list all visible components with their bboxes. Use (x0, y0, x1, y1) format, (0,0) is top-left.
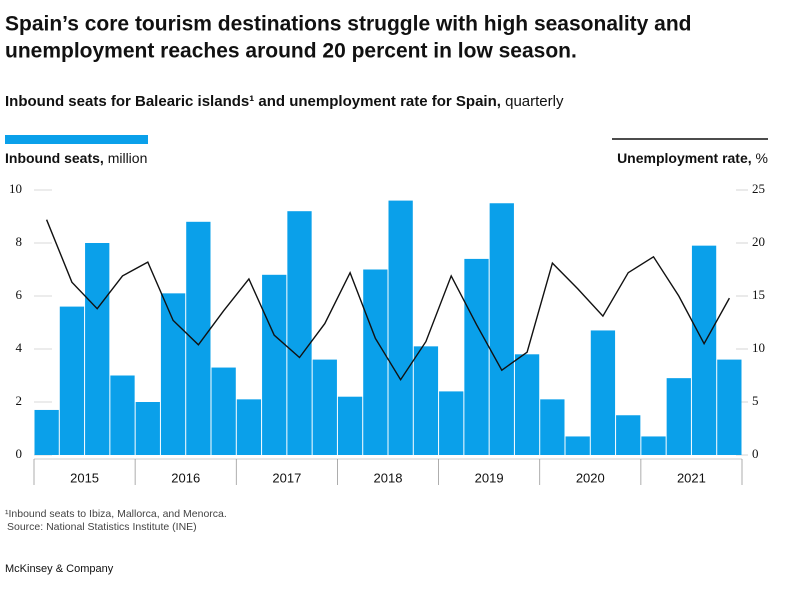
y2-tick-label: 25 (752, 181, 765, 196)
y-tick-label: 0 (16, 446, 23, 461)
bar (641, 436, 666, 455)
y-tick-label: 6 (16, 287, 23, 302)
bar (59, 306, 85, 455)
y-tick-label: 2 (16, 393, 23, 408)
y2-tick-label: 10 (752, 340, 765, 355)
y-tick-label: 8 (16, 234, 23, 249)
bar (85, 243, 110, 455)
legend-swatch (5, 135, 148, 144)
x-tick-label: 2017 (272, 470, 301, 485)
bar (514, 354, 540, 455)
subtitle: Inbound seats for Balearic islands¹ and … (5, 93, 564, 110)
x-tick-label: 2016 (171, 470, 200, 485)
brand: McKinsey & Company (5, 563, 114, 575)
bar (135, 402, 160, 455)
bar (616, 415, 641, 455)
bar (287, 211, 312, 455)
x-tick-label: 2019 (475, 470, 504, 485)
bar (312, 359, 337, 455)
legend-label: Unemployment rate, % (617, 150, 768, 166)
bar (413, 346, 439, 455)
bar (666, 378, 691, 455)
legend-unit: % (756, 150, 768, 166)
bar (34, 409, 59, 455)
y2-tick-label: 0 (752, 446, 759, 461)
bar (691, 245, 717, 455)
legend-main: Inbound seats, (5, 150, 104, 166)
y-tick-label: 10 (9, 181, 22, 196)
footnote: ¹Inbound seats to Ibiza, Mallorca, and M… (5, 508, 227, 520)
x-tick-label: 2015 (70, 470, 99, 485)
chart-title: Spain’s core tourism destinations strugg… (5, 13, 692, 36)
bar (110, 375, 135, 455)
bar (439, 391, 464, 455)
x-tick-label: 2018 (374, 470, 403, 485)
bar (160, 293, 186, 455)
bar (363, 269, 388, 455)
x-tick-label: 2020 (576, 470, 605, 485)
bar (540, 399, 565, 455)
bar (186, 221, 211, 455)
subtitle-note: quarterly (505, 93, 564, 110)
bar (337, 396, 363, 455)
bar (489, 203, 514, 455)
subtitle-main: Inbound seats for Balearic islands¹ and … (5, 93, 501, 110)
legend-main: Unemployment rate, (617, 150, 752, 166)
y-tick-label: 4 (16, 340, 23, 355)
bar (388, 200, 413, 455)
legend-label: Inbound seats, million (5, 150, 147, 166)
chart-title: unemployment reaches around 20 percent i… (5, 40, 577, 63)
y2-tick-label: 15 (752, 287, 765, 302)
bar (236, 399, 262, 455)
y2-tick-label: 5 (752, 393, 759, 408)
line (45, 219, 731, 382)
bar (464, 258, 489, 455)
x-tick-label: 2021 (677, 470, 706, 485)
y2-tick-label: 20 (752, 234, 765, 249)
bar (211, 367, 236, 455)
legend-unit: million (108, 150, 148, 166)
bar (565, 436, 590, 455)
footnote: Source: National Statistics Institute (I… (7, 521, 197, 533)
bar (590, 330, 616, 455)
bar (717, 359, 742, 455)
bar (262, 274, 287, 455)
